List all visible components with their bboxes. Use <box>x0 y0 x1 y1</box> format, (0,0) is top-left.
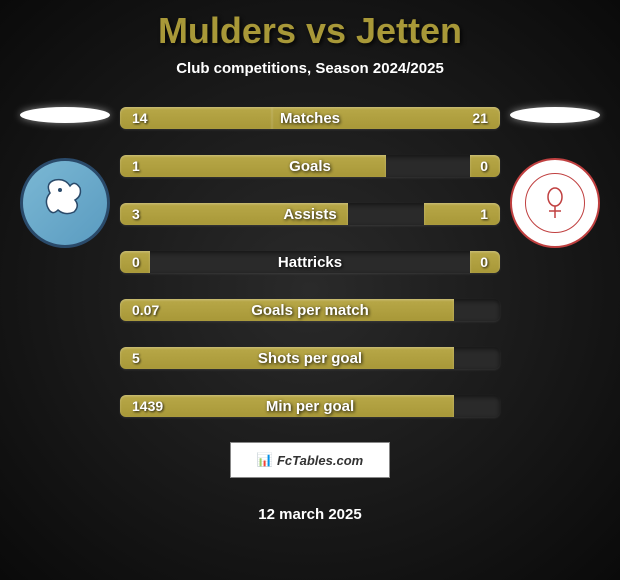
ajax-icon <box>525 173 585 233</box>
stat-label: Goals <box>289 158 331 175</box>
date-label: 12 march 2025 <box>0 506 620 523</box>
stat-row: 5 Shots per goal <box>120 347 500 369</box>
stat-value-left: 0 <box>132 254 140 270</box>
page-title: Mulders vs Jetten <box>0 0 620 52</box>
left-club-column <box>10 107 120 248</box>
stat-value-right: 0 <box>480 254 488 270</box>
stat-value-left: 0.07 <box>132 302 159 318</box>
stat-value-left: 14 <box>132 110 148 126</box>
stat-value-right: 1 <box>480 206 488 222</box>
stats-column: 14 Matches 21 1 Goals 0 3 Assists 1 0 Hattricks 0 0.… <box>120 107 500 417</box>
stat-value-left: 1 <box>132 158 140 174</box>
stat-row: 1439 Min per goal <box>120 395 500 417</box>
stat-label: Goals per match <box>251 302 369 319</box>
stat-row: 14 Matches 21 <box>120 107 500 129</box>
content-area: 14 Matches 21 1 Goals 0 3 Assists 1 0 Hattricks 0 0.… <box>0 107 620 417</box>
subtitle: Club competitions, Season 2024/2025 <box>0 60 620 77</box>
stat-value-right: 21 <box>472 110 488 126</box>
stat-value-right: 0 <box>480 158 488 174</box>
right-club-column <box>500 107 610 248</box>
right-club-logo <box>510 158 600 248</box>
stat-row: 1 Goals 0 <box>120 155 500 177</box>
stat-value-left: 3 <box>132 206 140 222</box>
shadow-ellipse-right <box>510 107 600 123</box>
bar-right <box>424 203 500 225</box>
brand-logo[interactable]: 📊 FcTables.com <box>230 442 390 478</box>
stat-label: Shots per goal <box>258 350 362 367</box>
stat-row: 0 Hattricks 0 <box>120 251 500 273</box>
shadow-ellipse-left <box>20 107 110 123</box>
brand-text: FcTables.com <box>277 453 363 468</box>
stat-label: Min per goal <box>266 398 354 415</box>
stat-value-left: 1439 <box>132 398 163 414</box>
stat-label: Matches <box>280 110 340 127</box>
stat-row: 3 Assists 1 <box>120 203 500 225</box>
bar-left <box>120 155 386 177</box>
stat-row: 0.07 Goals per match <box>120 299 500 321</box>
stat-label: Hattricks <box>278 254 342 271</box>
stat-value-left: 5 <box>132 350 140 366</box>
chart-icon: 📊 <box>257 452 273 468</box>
dragon-icon <box>30 168 100 238</box>
stat-label: Assists <box>283 206 336 223</box>
left-club-logo <box>20 158 110 248</box>
